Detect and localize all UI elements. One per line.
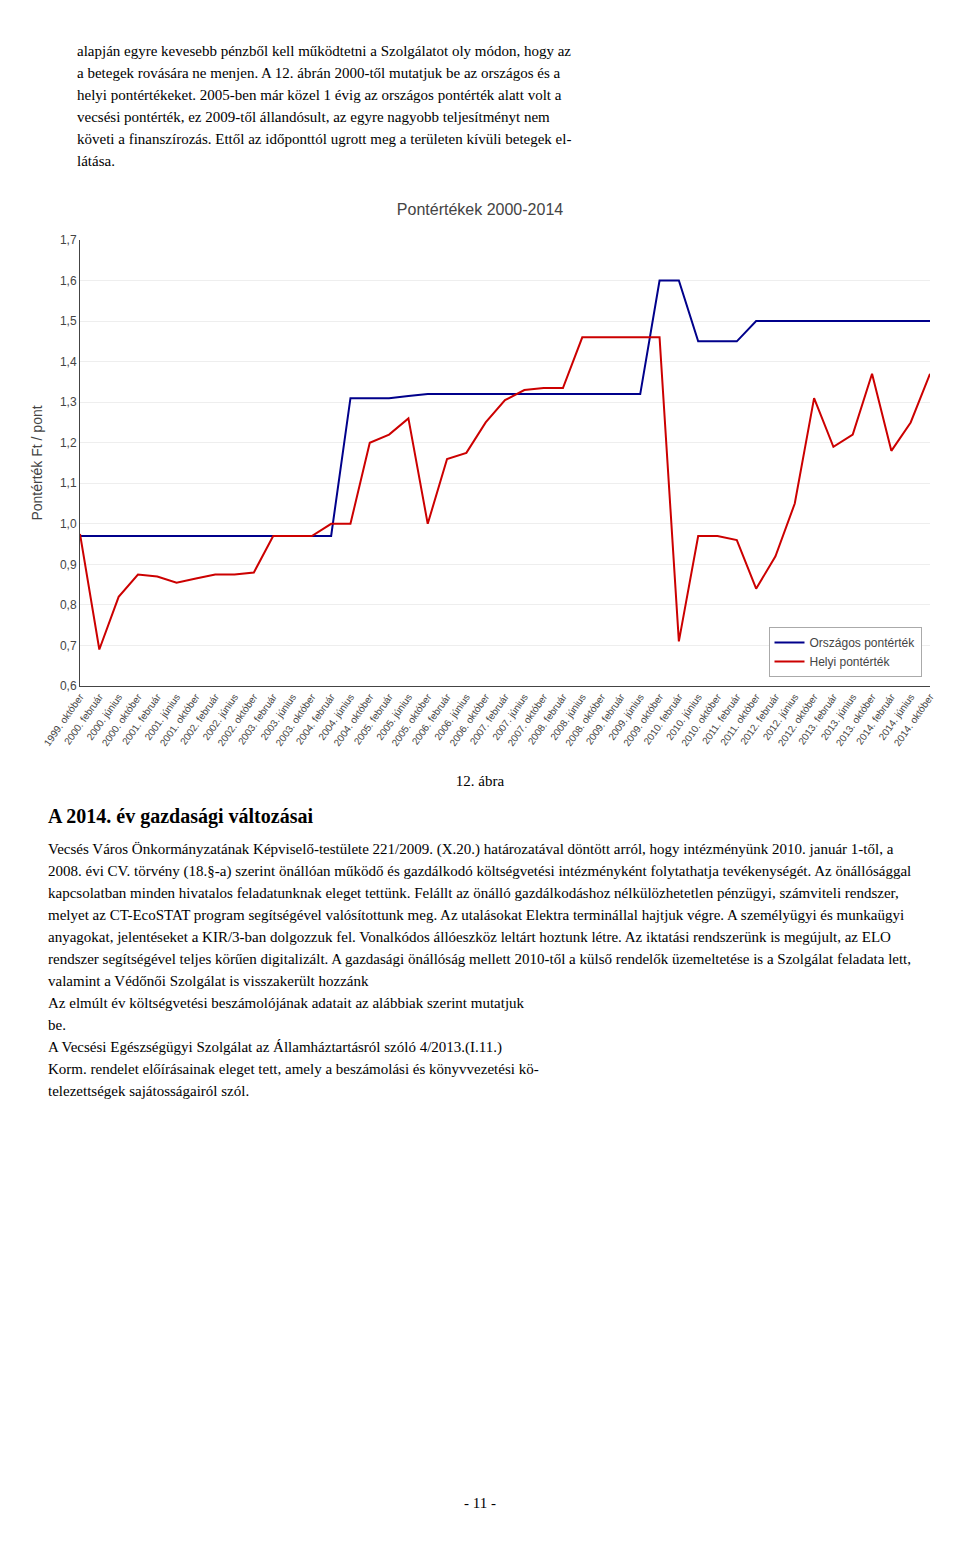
svg-text:0,9: 0,9 [60, 558, 77, 572]
svg-text:1999. október: 1999. október [42, 691, 86, 748]
svg-text:0,6: 0,6 [60, 679, 77, 693]
svg-text:2008. február: 2008. február [526, 691, 570, 747]
svg-text:2005. október: 2005. október [389, 691, 433, 748]
svg-text:2005. június: 2005. június [374, 692, 414, 742]
svg-text:2002. június: 2002. június [200, 692, 240, 742]
html-text:vecsési pontérték, ez 2009-től: vecsési pontérték, ez 2009-től állandósu… [77, 109, 550, 125]
svg-text:2012. február: 2012. február [738, 691, 782, 747]
svg-text:2000. február: 2000. február [62, 691, 106, 747]
svg-text:1,6: 1,6 [60, 274, 77, 288]
svg-text:2009. február: 2009. február [584, 691, 628, 747]
html-text:helyi pontértékeket. 2005-ben: helyi pontértékeket. 2005-ben már közel … [77, 87, 562, 103]
svg-text:0,8: 0,8 [60, 598, 77, 612]
svg-text:2001. február: 2001. február [120, 691, 164, 747]
html-text:12. ábra: 12. ábra [455, 773, 505, 789]
svg-text:2006. február: 2006. február [410, 691, 454, 747]
svg-text:2003. február: 2003. február [236, 691, 280, 747]
svg-text:2007. február: 2007. február [468, 691, 512, 747]
html-text:a betegek rovására ne menjen.: a betegek rovására ne menjen. A 12. ábrá… [77, 65, 561, 81]
svg-text:2007. június: 2007. június [490, 692, 530, 742]
svg-text:2014. június: 2014. június [876, 692, 916, 742]
svg-text:2004. február: 2004. február [294, 691, 338, 747]
html-text:Vecsés Város Önkormányzatának: Vecsés Város Önkormányzatának Képviselő-… [48, 841, 912, 989]
svg-text:1,0: 1,0 [60, 517, 77, 531]
svg-text:2010. október: 2010. október [679, 691, 723, 748]
svg-text:2009. október: 2009. október [621, 691, 665, 748]
svg-text:0,7: 0,7 [60, 639, 77, 653]
svg-text:2013. október: 2013. október [834, 691, 878, 748]
svg-text:2002. február: 2002. február [178, 691, 222, 747]
html-text:követi a finanszírozás. Ettől: követi a finanszírozás. Ettől az időpont… [77, 131, 572, 147]
svg-text:1,5: 1,5 [60, 314, 77, 328]
svg-text:2008. október: 2008. október [563, 691, 607, 748]
html-text:be.: be. [48, 1017, 66, 1033]
svg-text:Helyi pontérték: Helyi pontérték [810, 655, 891, 669]
svg-text:2001. június: 2001. június [142, 692, 182, 742]
svg-text:2004. június: 2004. június [316, 692, 356, 742]
svg-text:2014. február: 2014. február [854, 691, 898, 747]
svg-text:2008. június: 2008. június [548, 692, 588, 742]
svg-text:2006. június: 2006. június [432, 692, 472, 742]
svg-text:2010. február: 2010. február [641, 691, 685, 747]
svg-text:1,4: 1,4 [60, 355, 77, 369]
svg-text:2007. október: 2007. október [505, 691, 549, 748]
svg-text:2002. október: 2002. október [215, 691, 259, 748]
svg-text:2010. június: 2010. június [664, 692, 704, 742]
svg-text:1,1: 1,1 [60, 476, 77, 490]
html-text:Az elmúlt év költségvetési bes: Az elmúlt év költségvetési beszámolójána… [48, 995, 525, 1011]
svg-text:1,2: 1,2 [60, 436, 77, 450]
svg-text:1,7: 1,7 [60, 233, 77, 247]
svg-text:2009. június: 2009. június [606, 692, 646, 742]
html-text:A 2014. év gazdasági változása: A 2014. év gazdasági változásai [48, 805, 313, 827]
svg-text:2012. június: 2012. június [761, 692, 801, 742]
svg-text:1,3: 1,3 [60, 395, 77, 409]
svg-text:2000. október: 2000. október [100, 691, 144, 748]
html-text:- 11 -: - 11 - [464, 1495, 496, 1511]
svg-text:2011. február: 2011. február [700, 691, 743, 746]
html-text:alapján egyre kevesebb pénzből: alapján egyre kevesebb pénzből kell műkö… [77, 43, 571, 59]
svg-text:2000. június: 2000. június [84, 692, 124, 742]
html-text:látása.: látása. [77, 153, 115, 169]
svg-text:2013. február: 2013. február [796, 691, 840, 747]
svg-text:2003. június: 2003. június [258, 692, 298, 742]
svg-text:2004. október: 2004. október [331, 691, 375, 748]
svg-text:Pontértékek 2000-2014: Pontértékek 2000-2014 [397, 201, 563, 218]
svg-text:2013. június: 2013. június [819, 692, 859, 742]
svg-text:2014. október: 2014. október [892, 691, 936, 748]
html-text:Korm. rendelet előírásainak el: Korm. rendelet előírásainak eleget tett,… [48, 1061, 539, 1077]
svg-text:2012. október: 2012. október [776, 691, 820, 748]
html-text:A Vecsési Egészségügyi Szolgál: A Vecsési Egészségügyi Szolgálat az Álla… [48, 1039, 502, 1055]
svg-text:2006. október: 2006. október [447, 691, 491, 748]
svg-text:2011. október: 2011. október [718, 691, 762, 747]
svg-text:2003. október: 2003. október [273, 691, 317, 748]
svg-text:2005. február: 2005. február [352, 691, 396, 747]
svg-text:2001. október: 2001. október [158, 691, 202, 748]
svg-text:Országos pontérték: Országos pontérték [810, 636, 916, 650]
svg-text:Pontérték Ft / pont: Pontérték Ft / pont [29, 405, 45, 520]
html-text:telezettségek sajátosságairól: telezettségek sajátosságairól szól. [48, 1083, 250, 1099]
